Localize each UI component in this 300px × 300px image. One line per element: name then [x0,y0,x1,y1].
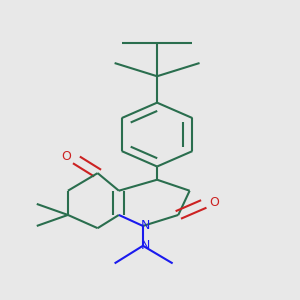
Text: N: N [140,219,150,232]
Text: N: N [140,239,150,252]
Text: O: O [209,196,219,209]
Text: O: O [61,150,71,163]
